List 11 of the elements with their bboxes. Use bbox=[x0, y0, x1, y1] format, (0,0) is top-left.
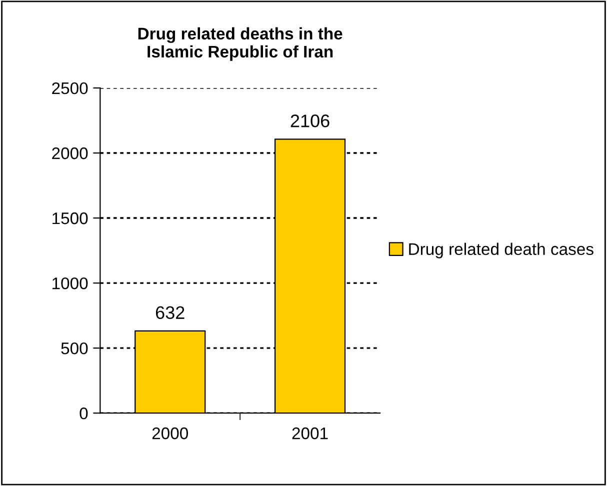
y-tick-label: 1000 bbox=[52, 277, 88, 290]
y-tick-label: 1500 bbox=[52, 212, 88, 224]
y-tick-label: 2000 bbox=[52, 147, 88, 160]
y-tick-label: 2500 bbox=[52, 82, 88, 94]
chart-title: Drug related deaths in the Islamic Republic of Iran bbox=[138, 27, 342, 61]
y-tick-label: 0 bbox=[80, 408, 88, 420]
legend-label: Drug related death cases bbox=[409, 242, 594, 258]
y-tick-label: 500 bbox=[61, 342, 88, 354]
data-label: 632 bbox=[156, 306, 184, 320]
x-tick-label: 2001 bbox=[292, 427, 328, 440]
data-label: 2106 bbox=[290, 114, 330, 128]
